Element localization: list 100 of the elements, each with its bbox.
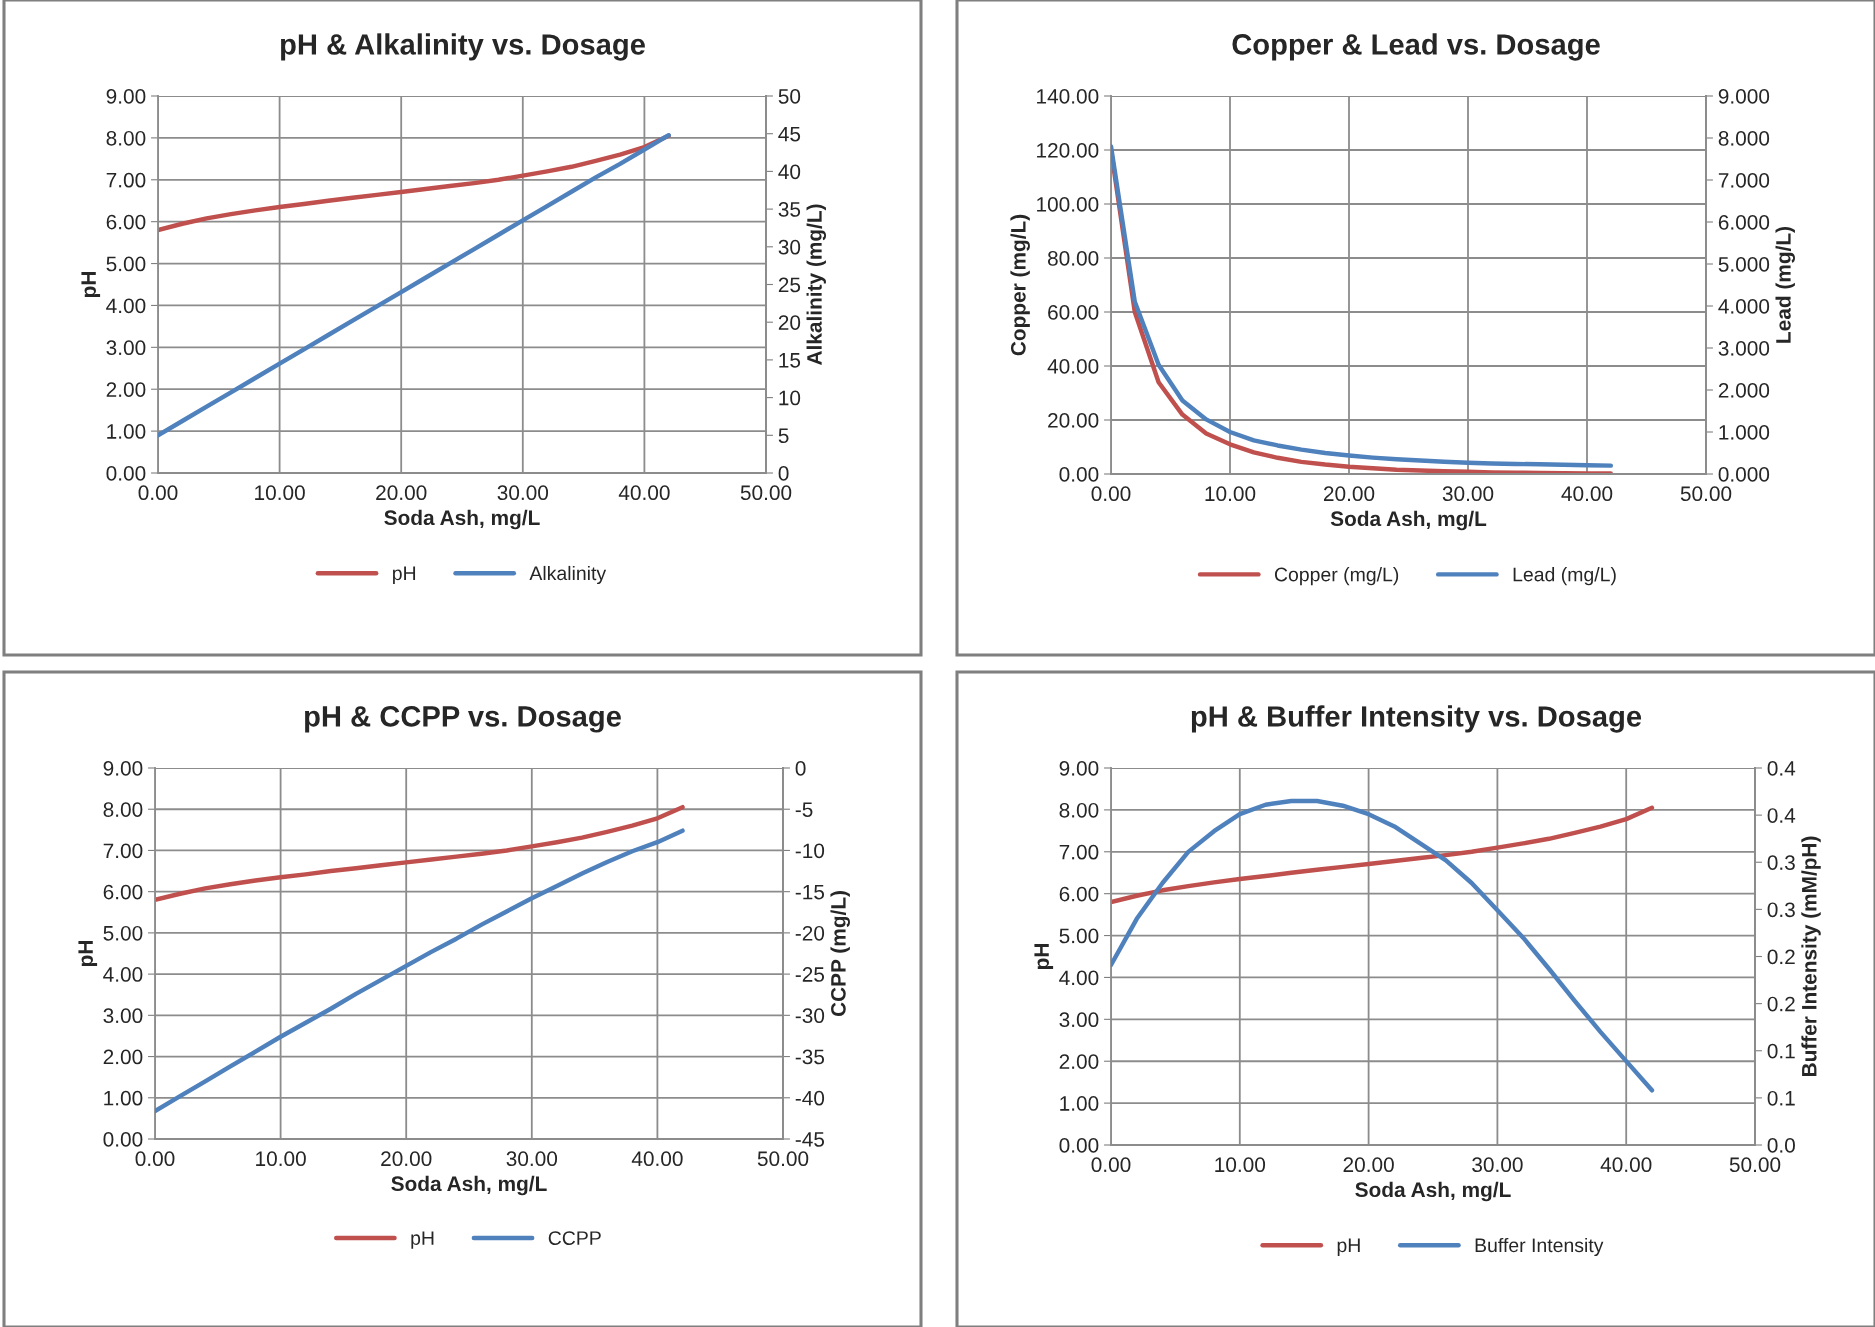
y2-tick-label: 15 bbox=[779, 353, 801, 368]
x-tick-label: 10.00 bbox=[1215, 1157, 1266, 1173]
y2-tick-label: -25 bbox=[795, 967, 825, 982]
line-series bbox=[155, 828, 685, 1114]
y-tick-label: 7.00 bbox=[106, 172, 146, 188]
x-axis-title: Soda Ash, mg/L bbox=[384, 509, 540, 530]
y-tick-label: 3.00 bbox=[106, 340, 146, 356]
y-tick-label: 4.00 bbox=[106, 298, 146, 314]
y-tick-label: 0.00 bbox=[103, 1132, 143, 1147]
y-tick-label: 9.00 bbox=[1059, 761, 1099, 776]
x-tick-label: 40.00 bbox=[1561, 486, 1613, 502]
y-axis-title: Copper (mg/L) bbox=[1010, 214, 1030, 356]
y2-tick-label: -10 bbox=[795, 843, 825, 859]
y-tick-label: 4.00 bbox=[103, 967, 143, 982]
y-tick-label: 0.00 bbox=[1059, 467, 1099, 482]
x-tick-label: 20.00 bbox=[1323, 486, 1375, 502]
x-tick-label: 0.00 bbox=[1091, 486, 1131, 502]
y-tick-label: 0.00 bbox=[106, 466, 146, 481]
x-axis-title: Soda Ash, mg/L bbox=[1355, 1181, 1511, 1202]
y2-tick-label: -45 bbox=[795, 1132, 825, 1147]
y-tick-label: 5.00 bbox=[103, 925, 143, 941]
y2-tick-label: 5 bbox=[778, 428, 789, 444]
y2-tick-label: 0.4 bbox=[1767, 808, 1796, 823]
y-tick-label: 20.00 bbox=[1048, 413, 1099, 428]
y-axis-title: pH bbox=[81, 272, 101, 298]
y2-tick-label: 10 bbox=[779, 390, 801, 406]
y2-tick-label: 0.4 bbox=[1767, 761, 1796, 776]
x-tick-label: 50.00 bbox=[740, 485, 792, 501]
x-tick-label: 0.00 bbox=[1091, 1157, 1131, 1173]
y-tick-label: 40.00 bbox=[1047, 359, 1099, 374]
y-tick-label: 140.00 bbox=[1037, 89, 1099, 104]
x-tick-label: 20.00 bbox=[376, 485, 427, 501]
x-tick-label: 50.00 bbox=[1729, 1157, 1781, 1173]
y2-tick-label: -40 bbox=[795, 1090, 825, 1106]
x-tick-label: 0.00 bbox=[135, 1151, 175, 1167]
y2-tick-label: 4.000 bbox=[1718, 299, 1770, 314]
y-axis-title: pH bbox=[1034, 944, 1054, 970]
legend-label: pH bbox=[411, 1231, 434, 1249]
y2-tick-label: 0 bbox=[778, 466, 789, 481]
y-tick-label: 5.00 bbox=[1059, 928, 1099, 944]
y-tick-label: 7.00 bbox=[103, 843, 143, 859]
chart-title: pH & CCPP vs. Dosage bbox=[305, 706, 621, 733]
y-tick-label: 80.00 bbox=[1047, 251, 1099, 266]
y-tick-label: 3.00 bbox=[103, 1008, 143, 1024]
y2-tick-label: 9.000 bbox=[1718, 89, 1770, 104]
y2-tick-label: 0.0 bbox=[1767, 1138, 1795, 1153]
x-axis-title: Soda Ash, mg/L bbox=[391, 1175, 547, 1196]
y2-tick-label: 1.000 bbox=[1719, 425, 1770, 440]
legend-label: Buffer Intensity bbox=[1475, 1237, 1604, 1257]
y-tick-label: 9.00 bbox=[106, 89, 146, 104]
x-tick-label: 40.00 bbox=[631, 1151, 683, 1167]
y-tick-label: 2.00 bbox=[106, 382, 146, 397]
y2-tick-label: -30 bbox=[795, 1008, 825, 1024]
y2-tick-label: 0.2 bbox=[1767, 996, 1795, 1012]
chart-title: Copper & Lead vs. Dosage bbox=[1232, 33, 1600, 61]
y-tick-label: 2.00 bbox=[103, 1049, 143, 1065]
y-tick-label: 120.00 bbox=[1037, 143, 1099, 158]
legend-label: pH bbox=[1337, 1238, 1360, 1257]
y2-tick-label: -35 bbox=[795, 1049, 825, 1065]
x-tick-label: 50.00 bbox=[1680, 486, 1732, 502]
x-tick-label: 50.00 bbox=[757, 1151, 809, 1167]
x-tick-label: 30.00 bbox=[497, 485, 549, 501]
y2-tick-label: 2.000 bbox=[1718, 383, 1770, 398]
line-series bbox=[1111, 798, 1655, 1093]
y-tick-label: 1.00 bbox=[107, 424, 146, 439]
x-tick-label: 30.00 bbox=[1472, 1157, 1523, 1173]
y-tick-label: 6.00 bbox=[106, 214, 146, 230]
chart-title: pH & Alkalinity vs. Dosage bbox=[281, 33, 645, 61]
chart-title: pH & Buffer Intensity vs. Dosage bbox=[1191, 705, 1642, 733]
y2-tick-label: 0 bbox=[795, 761, 806, 776]
y-tick-label: 1.00 bbox=[104, 1090, 143, 1106]
x-tick-label: 30.00 bbox=[506, 1151, 558, 1167]
y2-tick-label: 7.000 bbox=[1718, 173, 1770, 188]
x-tick-label: 10.00 bbox=[255, 485, 305, 501]
legend-label: Copper (mg/L) bbox=[1274, 567, 1399, 586]
legend-label: Alkalinity bbox=[529, 565, 607, 585]
x-tick-label: 40.00 bbox=[618, 485, 670, 501]
legend-label: Lead (mg/L) bbox=[1513, 567, 1616, 586]
y2-tick-label: 0.3 bbox=[1767, 855, 1795, 870]
y-tick-label: 100.00 bbox=[1037, 197, 1099, 212]
y2-tick-label: 30 bbox=[778, 239, 801, 255]
x-axis-title: Soda Ash, mg/L bbox=[1330, 510, 1487, 531]
y2-axis-title: CCPP (mg/L) bbox=[830, 891, 850, 1017]
y2-tick-label: 3.000 bbox=[1718, 341, 1770, 356]
y2-tick-label: 0.000 bbox=[1718, 467, 1770, 482]
y-axis-title: pH bbox=[78, 941, 98, 967]
x-tick-label: 20.00 bbox=[381, 1151, 432, 1167]
y2-tick-label: 25 bbox=[778, 277, 801, 293]
y-tick-label: 3.00 bbox=[1059, 1012, 1099, 1028]
x-tick-label: 0.00 bbox=[138, 485, 178, 501]
y2-tick-label: 50 bbox=[778, 89, 801, 104]
y-tick-label: 9.00 bbox=[103, 761, 143, 776]
y2-tick-label: 8.000 bbox=[1718, 131, 1770, 146]
y2-tick-label: 0.1 bbox=[1767, 1043, 1795, 1059]
line-series bbox=[155, 804, 685, 903]
y-tick-label: 8.00 bbox=[1059, 802, 1099, 818]
y-tick-label: 5.00 bbox=[106, 256, 146, 272]
x-tick-label: 10.00 bbox=[1205, 486, 1256, 502]
y2-axis-title: Buffer Intensity (mM/pH) bbox=[1801, 836, 1821, 1077]
x-tick-label: 40.00 bbox=[1600, 1157, 1652, 1173]
